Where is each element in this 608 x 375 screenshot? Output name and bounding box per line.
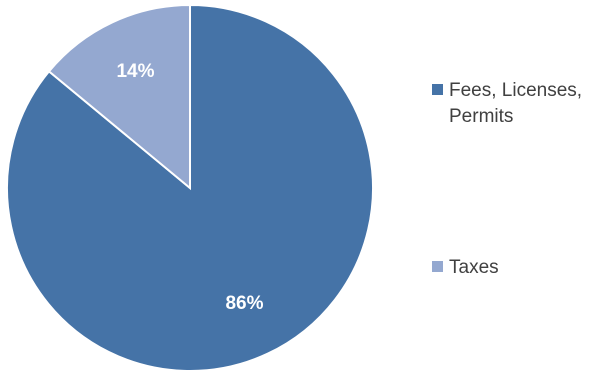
pie-slice-taxes [47, 3, 191, 191]
legend-swatch-taxes [432, 261, 443, 272]
legend-label-fees: Fees, Licenses, Permits [449, 80, 583, 127]
data-label-fees: 86% [225, 293, 263, 314]
pie-slices [6, 3, 374, 372]
pie-data-labels: 86% 14% [116, 61, 263, 314]
legend-swatch-fees [432, 84, 443, 95]
data-label-taxes: 14% [116, 61, 154, 82]
legend-label-taxes: Taxes [449, 257, 499, 278]
legend: Fees, Licenses, Permits Taxes [432, 78, 608, 298]
legend-item-fees: Fees, Licenses, Permits [432, 78, 599, 130]
legend-item-taxes: Taxes [432, 255, 599, 281]
